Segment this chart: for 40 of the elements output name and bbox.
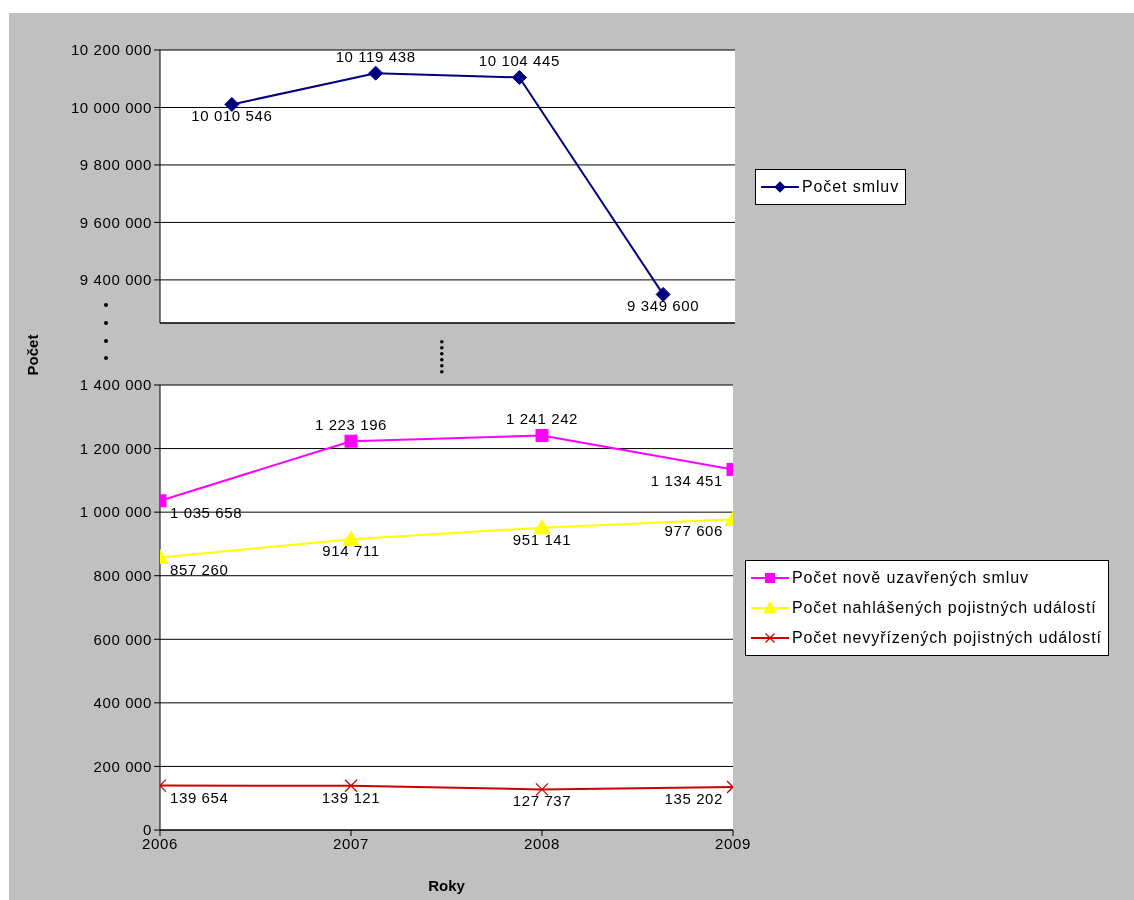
point: [511, 69, 527, 85]
y-tick-label: 1 000 000: [79, 503, 152, 521]
data-label: 1 134 451: [650, 472, 723, 490]
data-label: 139 654: [170, 788, 229, 806]
legend-label: Počet nově uzavřených smluv: [792, 568, 1029, 587]
y-axis-title: Počet: [23, 334, 41, 376]
x-tick-label: 2008: [524, 834, 560, 852]
y-tick-label: 10 200 000: [70, 41, 152, 59]
data-label: 135 202: [664, 790, 723, 808]
y-tick-label: 400 000: [93, 694, 152, 712]
legend-label: Počet nahlášených pojistných událostí: [792, 598, 1097, 617]
point: [224, 96, 240, 112]
y-tick-label: 600 000: [93, 630, 152, 648]
data-label: 10 010 546: [191, 107, 273, 125]
y-tick-label: 1 400 000: [79, 376, 152, 394]
data-label: 1 223 196: [314, 416, 388, 434]
data-label: 951 141: [512, 530, 572, 548]
y-tick-label: 1 200 000: [79, 439, 152, 457]
data-label: 9 349 600: [627, 297, 700, 315]
y-tick-label: 9 800 000: [79, 156, 152, 174]
y-tick-label: 10 000 000: [70, 98, 152, 116]
data-label: 914 711: [322, 542, 380, 560]
x-tick-label: 2007: [333, 834, 369, 852]
data-label: 10 104 445: [478, 52, 560, 70]
legend-label: Počet smluv: [802, 177, 900, 196]
data-label: 127 737: [512, 792, 572, 810]
data-label: 977 606: [664, 522, 723, 540]
y-tick-label: 800 000: [93, 567, 152, 585]
data-label: 1 241 242: [505, 410, 579, 428]
data-label: 139 121: [321, 788, 381, 806]
data-label: 857 260: [170, 560, 229, 578]
y-tick-label: 9 400 000: [79, 271, 152, 289]
point: [368, 65, 384, 81]
x-tick-label: 2009: [715, 834, 751, 852]
point: [655, 286, 671, 302]
data-label: 10 119 438: [335, 48, 416, 66]
y-tick-label: 9 600 000: [79, 213, 152, 231]
x-axis-title: Roky: [428, 877, 466, 894]
y-tick-label: 200 000: [93, 757, 152, 775]
legend-label: Počet nevyřízených pojistných událostí: [792, 628, 1102, 647]
